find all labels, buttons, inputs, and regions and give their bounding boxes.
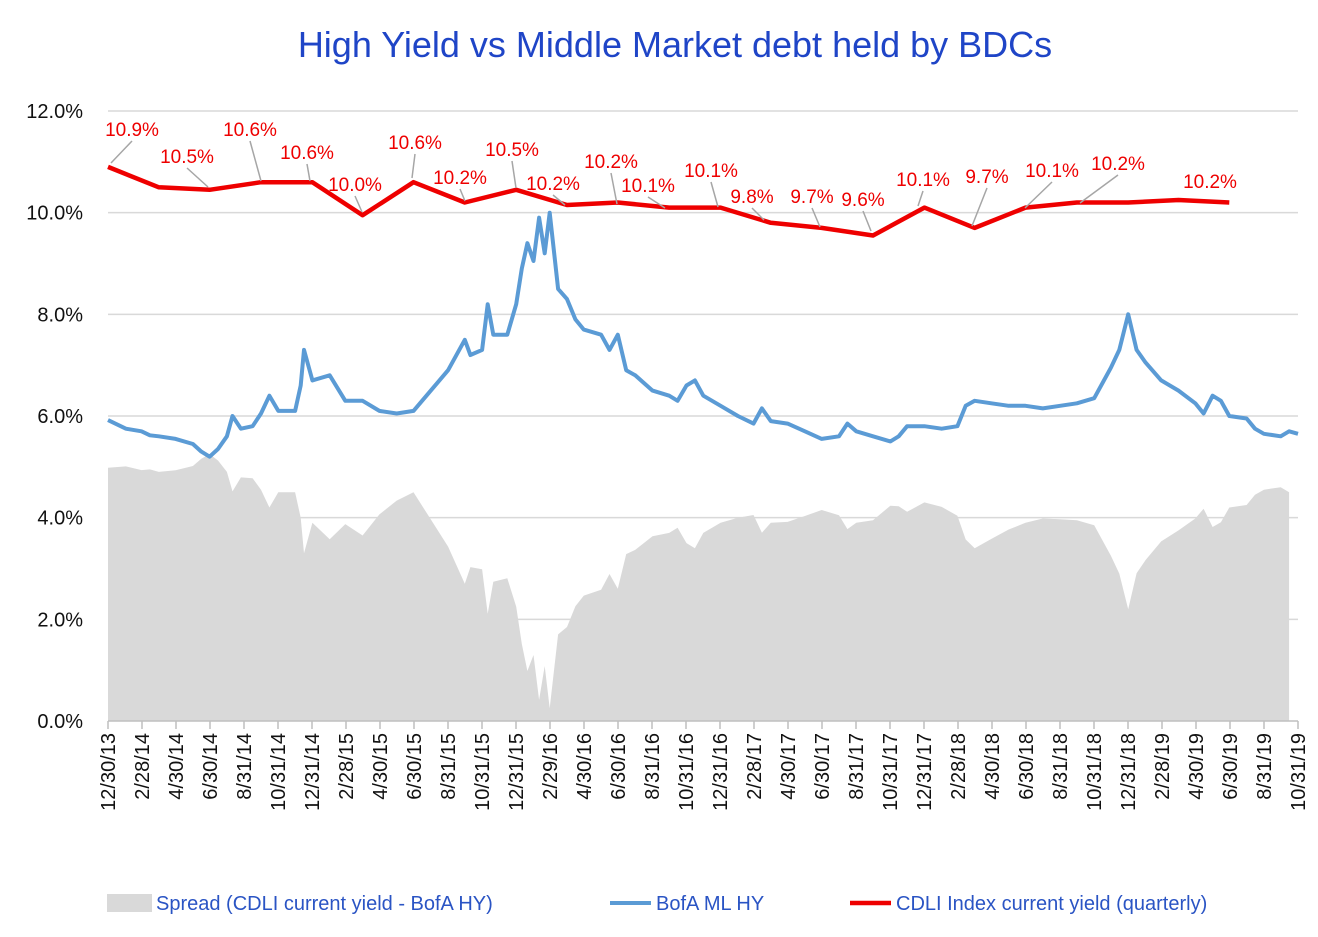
x-tick-label: 12/30/13	[98, 733, 120, 811]
data-label: 10.2%	[1183, 172, 1237, 193]
x-tick-label: 10/31/17	[880, 733, 902, 811]
x-tick-label: 8/31/16	[642, 733, 664, 800]
data-label: 10.5%	[160, 147, 214, 168]
leader-line	[110, 140, 133, 164]
leader-line	[647, 196, 666, 209]
x-tick-label: 12/31/17	[914, 733, 936, 811]
data-label: 10.9%	[105, 120, 159, 141]
x-tick-label: 10/31/19	[1288, 733, 1310, 811]
y-tick-label: 12.0%	[26, 101, 83, 123]
leader-line	[811, 207, 821, 228]
x-tick-label: 6/30/15	[404, 733, 426, 800]
x-tick-label: 10/31/15	[472, 733, 494, 811]
x-axis-ticks: 12/30/13 2/28/14 4/30/14 6/30/14 8/31/14 10/3…	[98, 721, 1310, 811]
x-tick-label: 4/30/15	[370, 733, 392, 800]
x-tick-label: 4/30/16	[574, 733, 596, 800]
leader-line	[249, 140, 262, 182]
x-tick-label: 6/30/18	[1016, 733, 1038, 800]
data-label: 9.8%	[730, 187, 773, 208]
x-tick-label: 6/30/16	[608, 733, 630, 800]
x-tick-label: 12/31/16	[710, 733, 732, 811]
legend: Spread (CDLI current yield - BofA HY) Bo…	[107, 893, 1207, 915]
y-tick-label: 10.0%	[26, 203, 83, 225]
y-tick-label: 4.0%	[37, 508, 83, 530]
x-tick-label: 2/28/19	[1152, 733, 1174, 800]
leader-line	[751, 207, 765, 221]
x-tick-label: 8/31/14	[234, 733, 256, 800]
legend-spread-swatch	[107, 894, 152, 912]
x-tick-label: 8/31/17	[846, 733, 868, 800]
x-tick-label: 4/30/18	[982, 733, 1004, 800]
cdli-line	[107, 164, 1230, 238]
data-label: 10.6%	[223, 120, 277, 141]
y-tick-label: 8.0%	[37, 304, 83, 326]
data-label: 10.2%	[584, 152, 638, 173]
x-tick-label: 8/31/18	[1050, 733, 1072, 800]
data-label: 10.1%	[684, 161, 738, 182]
chart-title: High Yield vs Middle Market debt held by…	[298, 24, 1052, 65]
leader-line	[411, 153, 416, 179]
y-tick-label: 6.0%	[37, 406, 83, 428]
x-tick-label: 2/28/15	[336, 733, 358, 800]
data-label: 10.1%	[621, 176, 675, 197]
leader-line	[710, 181, 719, 208]
data-label: 9.7%	[790, 187, 833, 208]
leader-line	[971, 187, 988, 227]
x-tick-label: 10/31/14	[268, 733, 290, 811]
x-tick-label: 2/28/14	[132, 733, 154, 800]
data-label: 10.1%	[896, 170, 950, 191]
y-tick-label: 0.0%	[37, 711, 83, 733]
legend-spread-label: Spread (CDLI current yield - BofA HY)	[156, 893, 493, 915]
data-label: 10.2%	[526, 174, 580, 195]
data-labels: 10.9%10.5%10.6%10.6%10.0%10.6%10.2%10.5%…	[105, 120, 1237, 211]
data-label: 10.0%	[328, 175, 382, 196]
data-label: 10.2%	[433, 168, 487, 189]
x-tick-label: 2/29/16	[540, 733, 562, 800]
x-tick-label: 12/31/18	[1118, 733, 1140, 811]
leader-line	[306, 163, 311, 182]
leader-line	[610, 172, 618, 205]
leader-line	[552, 194, 566, 206]
x-tick-label: 10/31/16	[676, 733, 698, 811]
leader-line	[917, 190, 924, 207]
x-tick-label: 4/30/14	[166, 733, 188, 800]
x-tick-label: 10/31/18	[1084, 733, 1106, 811]
leader-line	[862, 210, 872, 232]
x-tick-label: 8/31/15	[438, 733, 460, 800]
x-tick-label: 12/31/14	[302, 733, 324, 811]
data-label: 10.6%	[280, 143, 334, 164]
data-label: 10.6%	[388, 133, 442, 154]
y-tick-label: 2.0%	[37, 609, 83, 631]
bofa-hy-line	[107, 210, 1299, 459]
x-tick-label: 2/28/17	[744, 733, 766, 800]
x-tick-label: 4/30/17	[778, 733, 800, 800]
x-tick-label: 6/30/19	[1220, 733, 1242, 800]
spread-area	[108, 454, 1290, 721]
leader-line	[511, 160, 517, 189]
data-label: 9.6%	[841, 190, 884, 211]
legend-hy-label: BofA ML HY	[656, 893, 764, 915]
legend-cdli-label: CDLI Index current yield (quarterly)	[896, 893, 1207, 915]
x-tick-label: 6/30/14	[200, 733, 222, 800]
data-label: 10.1%	[1025, 161, 1079, 182]
data-label: 10.2%	[1091, 154, 1145, 175]
label-leader-lines	[110, 140, 1119, 232]
leader-line	[354, 195, 363, 213]
y-axis-ticks: 0.0% 2.0% 4.0% 6.0% 8.0% 10.0% 12.0%	[26, 101, 83, 733]
leader-line	[1024, 181, 1053, 209]
x-tick-label: 8/31/19	[1254, 733, 1276, 800]
data-label: 10.5%	[485, 140, 539, 161]
x-tick-label: 6/30/17	[812, 733, 834, 800]
data-label: 9.7%	[965, 167, 1008, 188]
leader-line	[459, 188, 466, 202]
leader-line	[1079, 174, 1119, 204]
x-tick-label: 2/28/18	[948, 733, 970, 800]
leader-line	[186, 167, 209, 188]
x-tick-label: 12/31/15	[506, 733, 528, 811]
x-tick-label: 4/30/19	[1186, 733, 1208, 800]
